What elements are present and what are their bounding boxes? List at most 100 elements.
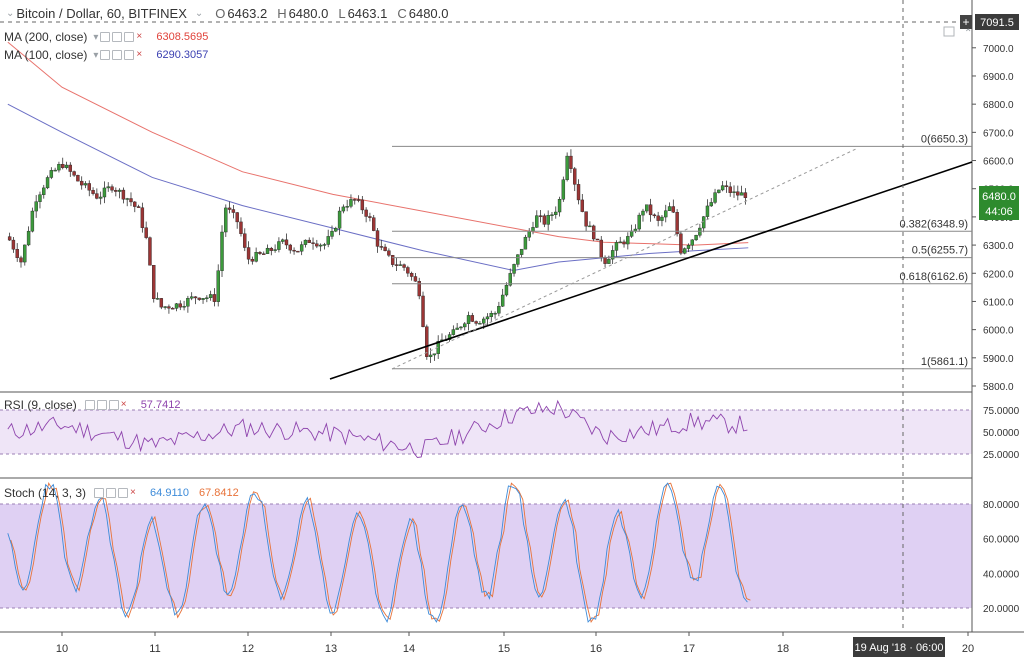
format-icon[interactable]: [124, 32, 135, 42]
candle-body: [197, 297, 201, 300]
chevron-up-down-icon[interactable]: ⌃: [964, 28, 972, 39]
close-icon[interactable]: ×: [120, 399, 127, 410]
trend-lines[interactable]: [329, 147, 973, 380]
candle-body: [284, 239, 289, 246]
close-icon[interactable]: ×: [136, 49, 143, 60]
candle-body: [15, 249, 19, 258]
candle-body: [557, 199, 562, 213]
candle-body: [402, 264, 406, 268]
candle-body: [299, 244, 304, 252]
time-axis[interactable]: 10 11 12 13 14 15 16 17 18 20: [56, 632, 974, 655]
candle-body: [455, 327, 459, 330]
stoch-label[interactable]: Stoch (14, 3, 3): [4, 486, 87, 500]
candle-body: [102, 187, 107, 198]
candle-body: [466, 315, 471, 324]
ma200-line: [7, 41, 749, 246]
candle-body: [311, 242, 315, 244]
eye-icon[interactable]: [100, 50, 111, 60]
add-alert-button[interactable]: +: [960, 15, 972, 29]
candle-body: [470, 315, 475, 322]
candle-body: [315, 243, 319, 247]
candle-body: [618, 241, 622, 244]
time-tick-label: 11: [149, 643, 160, 655]
eye-icon[interactable]: [100, 32, 111, 42]
collapse-chevron-icon[interactable]: ⌄: [6, 7, 15, 19]
candle-body: [523, 236, 528, 250]
candle-body: [117, 189, 122, 192]
ma100-label[interactable]: MA (100, close): [4, 48, 88, 62]
time-tick-label: 12: [242, 643, 254, 655]
settings-icon[interactable]: [112, 50, 123, 60]
candle-body: [736, 191, 740, 196]
fibonacci-retracement[interactable]: 0(6650.3) 0.382(6348.9) 0.5(6255.7) 0.618(6…: [392, 133, 972, 370]
crosshair-time-tag: 19 Aug '18 · 06:00: [853, 637, 945, 657]
candle-body: [19, 257, 23, 263]
candle-body: [531, 227, 535, 232]
price-tick-label: 6200.0: [983, 269, 1014, 280]
candle-body: [701, 216, 706, 229]
candle-body: [220, 231, 224, 271]
settings-icon[interactable]: [96, 400, 107, 410]
candle-body: [637, 214, 641, 230]
candle-body: [394, 264, 399, 266]
candle-body: [250, 258, 255, 262]
stoch-axis[interactable]: 80.0000 60.0000 40.0000 20.0000: [983, 500, 1020, 615]
candle-body: [546, 215, 550, 225]
stoch-d-value: 67.8412: [199, 487, 239, 499]
settings-icon[interactable]: [112, 32, 123, 42]
candle-body: [508, 273, 512, 286]
close-icon[interactable]: ×: [136, 31, 143, 42]
candle-body: [224, 207, 228, 233]
last-price-tag: 6480.0 44:06: [979, 186, 1019, 220]
candle-body: [717, 189, 721, 193]
price-tick-label: 5800.0: [983, 382, 1014, 393]
ma200-legend[interactable]: MA (200, close) ▾ × 6308.5695: [4, 28, 208, 46]
candle-body: [277, 241, 281, 250]
candle-body: [136, 206, 141, 208]
eye-icon[interactable]: [94, 488, 105, 498]
rsi-axis[interactable]: 75.0000 50.0000 25.0000: [983, 406, 1020, 461]
ma100-legend[interactable]: MA (100, close) ▾ × 6290.3057: [4, 46, 208, 64]
format-icon[interactable]: [108, 400, 119, 410]
candle-body: [599, 239, 603, 258]
ma200-label[interactable]: MA (200, close): [4, 30, 88, 44]
candle-body: [538, 215, 543, 217]
rsi-legend[interactable]: RSI (9, close) × 57.7412: [4, 396, 180, 414]
settings-icon[interactable]: [106, 488, 117, 498]
candle-body: [690, 239, 694, 246]
candle-body: [265, 247, 270, 254]
symbol-title[interactable]: Bitcoin / Dollar, 60, BITFINEX: [16, 5, 187, 21]
ascending-trendline[interactable]: [329, 161, 973, 380]
candle-body: [474, 321, 478, 324]
restore-icon[interactable]: [943, 26, 955, 37]
candle-body: [413, 276, 418, 282]
fib-trend-diagonal[interactable]: [391, 147, 859, 370]
candle-body: [23, 244, 27, 263]
stoch-legend[interactable]: Stoch (14, 3, 3) × 64.9110 67.8412: [4, 484, 239, 502]
format-icon[interactable]: [118, 488, 129, 498]
candle-body: [87, 183, 91, 191]
eye-icon[interactable]: [84, 400, 95, 410]
candle-body: [216, 270, 220, 302]
time-tick-label: 10: [56, 643, 68, 655]
candle-body: [425, 326, 429, 357]
candles: [7, 149, 748, 363]
candle-body: [713, 192, 717, 203]
candle-body: [584, 211, 588, 227]
rsi-label[interactable]: RSI (9, close): [4, 398, 77, 412]
dropdown-icon[interactable]: ▾: [93, 31, 99, 43]
close-icon[interactable]: ×: [130, 487, 136, 498]
candle-body: [390, 255, 395, 265]
dropdown-dot-icon[interactable]: ⌄: [194, 7, 204, 19]
format-icon[interactable]: [124, 50, 135, 60]
rsi-tick-label: 50.0000: [983, 428, 1020, 439]
candle-body: [91, 190, 95, 194]
candle-body: [193, 296, 198, 299]
candle-body: [614, 242, 619, 251]
candle-body: [387, 250, 391, 256]
pane-controls[interactable]: ⌃: [943, 26, 972, 39]
dropdown-icon[interactable]: ▾: [93, 49, 99, 61]
candle-body: [201, 298, 205, 300]
candle-body: [417, 281, 421, 297]
